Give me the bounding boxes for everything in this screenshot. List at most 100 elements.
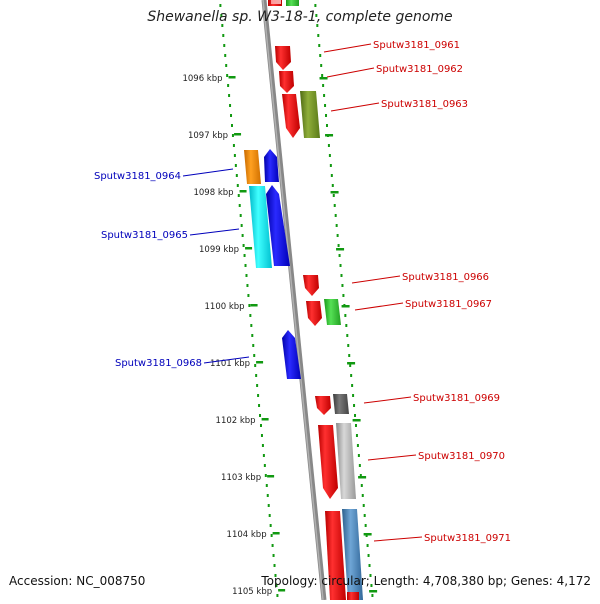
gene-label[interactable]: Sputw3181_0964 (94, 171, 181, 182)
axis-tick-label: 1104 kbp (227, 530, 267, 540)
track-dot (221, 24, 224, 27)
track-dot (361, 494, 364, 497)
gene-partial-top-pink (271, 0, 281, 4)
track-dot (232, 144, 235, 147)
gene-label[interactable]: Sputw3181_0963 (381, 99, 468, 110)
gene-labels: Sputw3181_0961 Sputw3181_0962 Sputw3181_09… (94, 40, 511, 544)
right-dotted-track (314, 4, 374, 597)
track-dot (337, 244, 340, 247)
axis-tick-label: 1099 kbp (199, 245, 239, 255)
axis-tick-label: 1105 kbp (232, 587, 272, 597)
track-dot (231, 134, 234, 137)
track-dot (354, 424, 357, 427)
track-dot (334, 214, 337, 217)
gene-label[interactable]: Sputw3181_0970 (418, 451, 505, 462)
track-dot (360, 484, 363, 487)
axis-tick-mark (325, 134, 334, 137)
track-dot (238, 204, 241, 207)
track-dot (266, 494, 269, 497)
track-dot (269, 524, 272, 527)
gene-label-leader (330, 102, 380, 112)
track-dot (259, 414, 262, 417)
gene-partial-top-green (286, 0, 299, 6)
gene-label[interactable]: Sputw3181_0969 (413, 393, 500, 404)
gene-0969-arrow (315, 396, 331, 415)
track-dot (220, 14, 223, 17)
track-dot (219, 4, 222, 7)
gene-label-leader (354, 302, 404, 311)
gene-label[interactable]: Sputw3181_0967 (405, 299, 492, 310)
track-dot (314, 4, 317, 7)
track-dot (341, 284, 344, 287)
axis-tick-label: 1101 kbp (210, 359, 250, 369)
track-dot (240, 224, 243, 227)
track-dot (249, 314, 252, 317)
track-dot (229, 104, 232, 107)
track-dot (263, 464, 266, 467)
gene-label[interactable]: Sputw3181_0962 (376, 64, 463, 75)
track-dot (352, 394, 355, 397)
track-dot (359, 474, 362, 477)
track-dot (246, 284, 249, 287)
track-dot (363, 514, 366, 517)
axis-tick-mark (341, 305, 350, 308)
gene-label[interactable]: Sputw3181_0966 (402, 272, 489, 283)
axis-tick-mark (347, 362, 356, 365)
gene-0966-arrow (303, 275, 319, 296)
axis-tick-label: 1103 kbp (221, 473, 261, 483)
gene-label[interactable]: Sputw3181_0961 (373, 40, 460, 51)
track-dot (342, 294, 345, 297)
genome-backbone-highlight (262, 0, 324, 601)
track-dot (274, 574, 277, 577)
track-dot (331, 184, 334, 187)
track-dot (346, 334, 349, 337)
track-dot (236, 184, 239, 187)
track-dot (358, 464, 361, 467)
axis-tick-mark (330, 191, 339, 194)
axis-tick-mark (278, 589, 286, 592)
track-dot (327, 144, 330, 147)
gene-label[interactable]: Sputw3181_0971 (424, 533, 511, 544)
track-dot (260, 434, 263, 437)
track-dot (245, 274, 248, 277)
track-dot (335, 224, 338, 227)
gene-label-leader (363, 396, 412, 404)
track-dot (347, 344, 350, 347)
track-dot (259, 424, 262, 427)
track-dot (321, 74, 324, 77)
track-dot (247, 294, 250, 297)
gene-label[interactable]: Sputw3181_0965 (101, 230, 188, 241)
gene-0968-arrow (282, 330, 301, 379)
track-dot (256, 384, 259, 387)
genome-backbone (261, 0, 327, 601)
gene-label-leader (189, 228, 240, 236)
track-dot (320, 64, 323, 67)
gene-0971-red (325, 511, 346, 600)
track-dot (228, 94, 231, 97)
track-dot (270, 534, 273, 537)
track-dot (248, 304, 251, 307)
axis-ticks: 1096 kbp 1097 kbp 1098 kbp 1099 kbp 1100 kbp… (182, 74, 378, 597)
track-dot (349, 364, 352, 367)
axis-tick-mark (261, 418, 269, 421)
track-dot (369, 574, 372, 577)
gene-0965-cyan (249, 186, 272, 268)
axis-tick-mark (234, 133, 242, 136)
gene-0971-steel (342, 509, 363, 600)
axis-tick-mark (336, 248, 345, 251)
gene-0970-arrow (318, 425, 338, 499)
axis-tick-mark (228, 76, 236, 79)
track-dot (251, 334, 254, 337)
track-dot (271, 544, 274, 547)
track-dot (336, 234, 339, 237)
track-dot (333, 204, 336, 207)
track-dot (345, 324, 348, 327)
track-dot (366, 544, 369, 547)
gene-label[interactable]: Sputw3181_0968 (115, 358, 202, 369)
track-dot (354, 414, 357, 417)
track-dot (227, 84, 230, 87)
track-dot (243, 254, 246, 257)
track-dot (268, 514, 271, 517)
track-dot (344, 314, 347, 317)
